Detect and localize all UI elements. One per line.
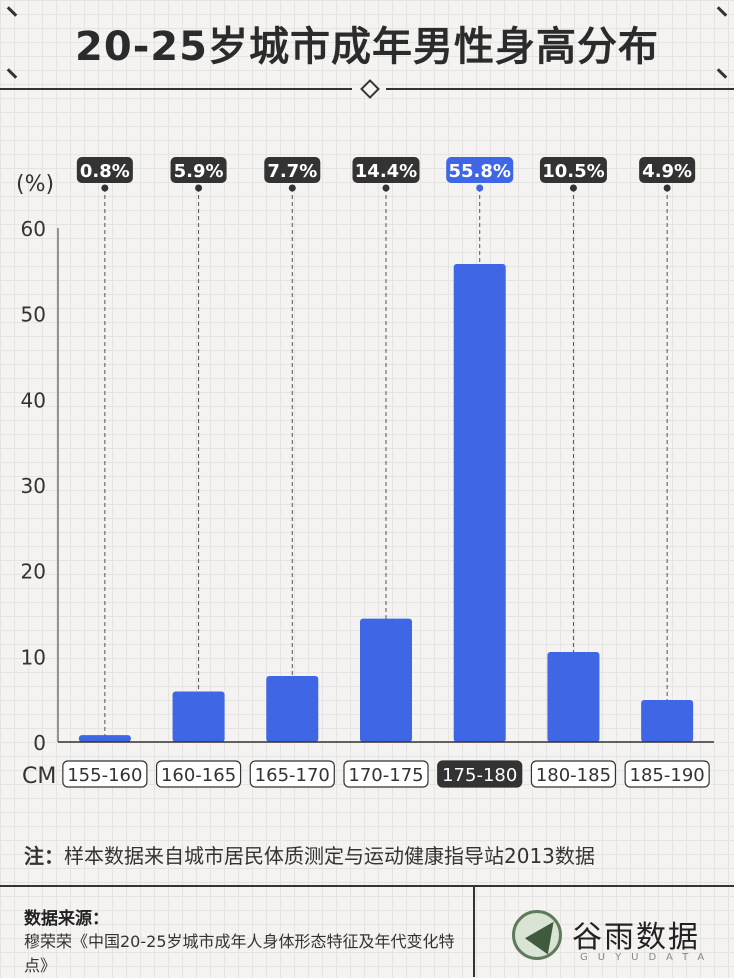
bar <box>172 691 225 742</box>
y-tick-label: 10 <box>21 645 46 669</box>
y-axis-unit-label: (%) <box>16 172 55 197</box>
bar <box>641 700 694 742</box>
x-tick-label: 155-160 <box>67 765 142 786</box>
value-label-pill <box>639 157 696 183</box>
category-label-box <box>155 760 242 788</box>
category-label-box <box>343 760 429 788</box>
guide-dot <box>569 184 577 192</box>
value-label-pill <box>446 157 514 183</box>
guide-dot <box>195 184 203 192</box>
data-label: 4.9% <box>642 161 692 182</box>
x-axis-unit-label: CM <box>22 764 57 789</box>
data-note: 注：样本数据来自城市居民体质测定与运动健康指导站2013数据 <box>24 840 595 869</box>
x-tick-label: 180-185 <box>536 765 611 786</box>
logo-subtitle: GUYUDATA <box>580 952 715 963</box>
guide-dot <box>288 184 296 192</box>
footer-divider <box>473 887 475 977</box>
y-tick-label: 50 <box>21 303 46 327</box>
footer-rule <box>0 885 734 887</box>
bar <box>360 618 412 742</box>
data-label: 7.7% <box>267 161 317 182</box>
guide-dot <box>382 184 390 192</box>
value-label-pill <box>539 157 607 183</box>
bar <box>453 263 506 742</box>
bar <box>78 735 131 742</box>
value-label-pill <box>352 157 420 183</box>
x-tick-label: 160-165 <box>161 765 236 786</box>
title-rule-left <box>0 88 352 90</box>
guide-dot <box>476 184 484 192</box>
y-tick-label: 30 <box>21 474 46 498</box>
data-label: 14.4% <box>355 161 417 182</box>
data-label: 5.9% <box>174 161 224 182</box>
guide-dot <box>101 184 109 192</box>
value-label-pill <box>76 157 133 183</box>
bird-logo-icon <box>512 910 562 960</box>
value-label-pill <box>264 157 321 183</box>
title-rule-right <box>386 88 734 90</box>
category-label-box <box>62 760 148 788</box>
value-label-pill <box>170 157 227 183</box>
category-label-box <box>624 760 710 788</box>
note-text: 样本数据来自城市居民体质测定与运动健康指导站2013数据 <box>64 844 595 868</box>
data-label: 10.5% <box>542 161 604 182</box>
guide-dot <box>663 184 671 192</box>
x-tick-label: 185-190 <box>630 765 705 786</box>
x-tick-label: 170-175 <box>348 765 423 786</box>
data-label: 0.8% <box>80 161 130 182</box>
category-label-box <box>530 760 617 788</box>
source-text: 穆荣荣《中国20-25岁城市成年人身体形态特征及年代变化特点》 <box>24 932 455 975</box>
x-tick-label: 165-170 <box>255 765 330 786</box>
data-label: 55.8% <box>448 161 510 182</box>
x-tick-label: 175-180 <box>442 765 517 786</box>
category-label-box <box>249 760 335 788</box>
logo-name: 谷雨数据 <box>572 920 700 955</box>
bar <box>266 676 319 742</box>
y-tick-label: 0 <box>33 731 46 755</box>
bird-beak-shape <box>524 913 559 955</box>
bar <box>547 652 600 742</box>
category-label-box <box>437 760 523 788</box>
bar-chart: 0 10 20 30 40 50 60 0.8% 155-160 5.9% 160-165 7.7% 1… <box>21 157 714 788</box>
chart-title: 20-25岁城市成年男性身高分布 <box>75 24 659 70</box>
source-title: 数据来源： <box>24 909 109 929</box>
y-tick-label: 40 <box>21 388 46 412</box>
y-tick-label: 20 <box>21 560 46 584</box>
note-prefix: 注： <box>24 844 64 868</box>
y-tick-label: 60 <box>21 217 46 241</box>
